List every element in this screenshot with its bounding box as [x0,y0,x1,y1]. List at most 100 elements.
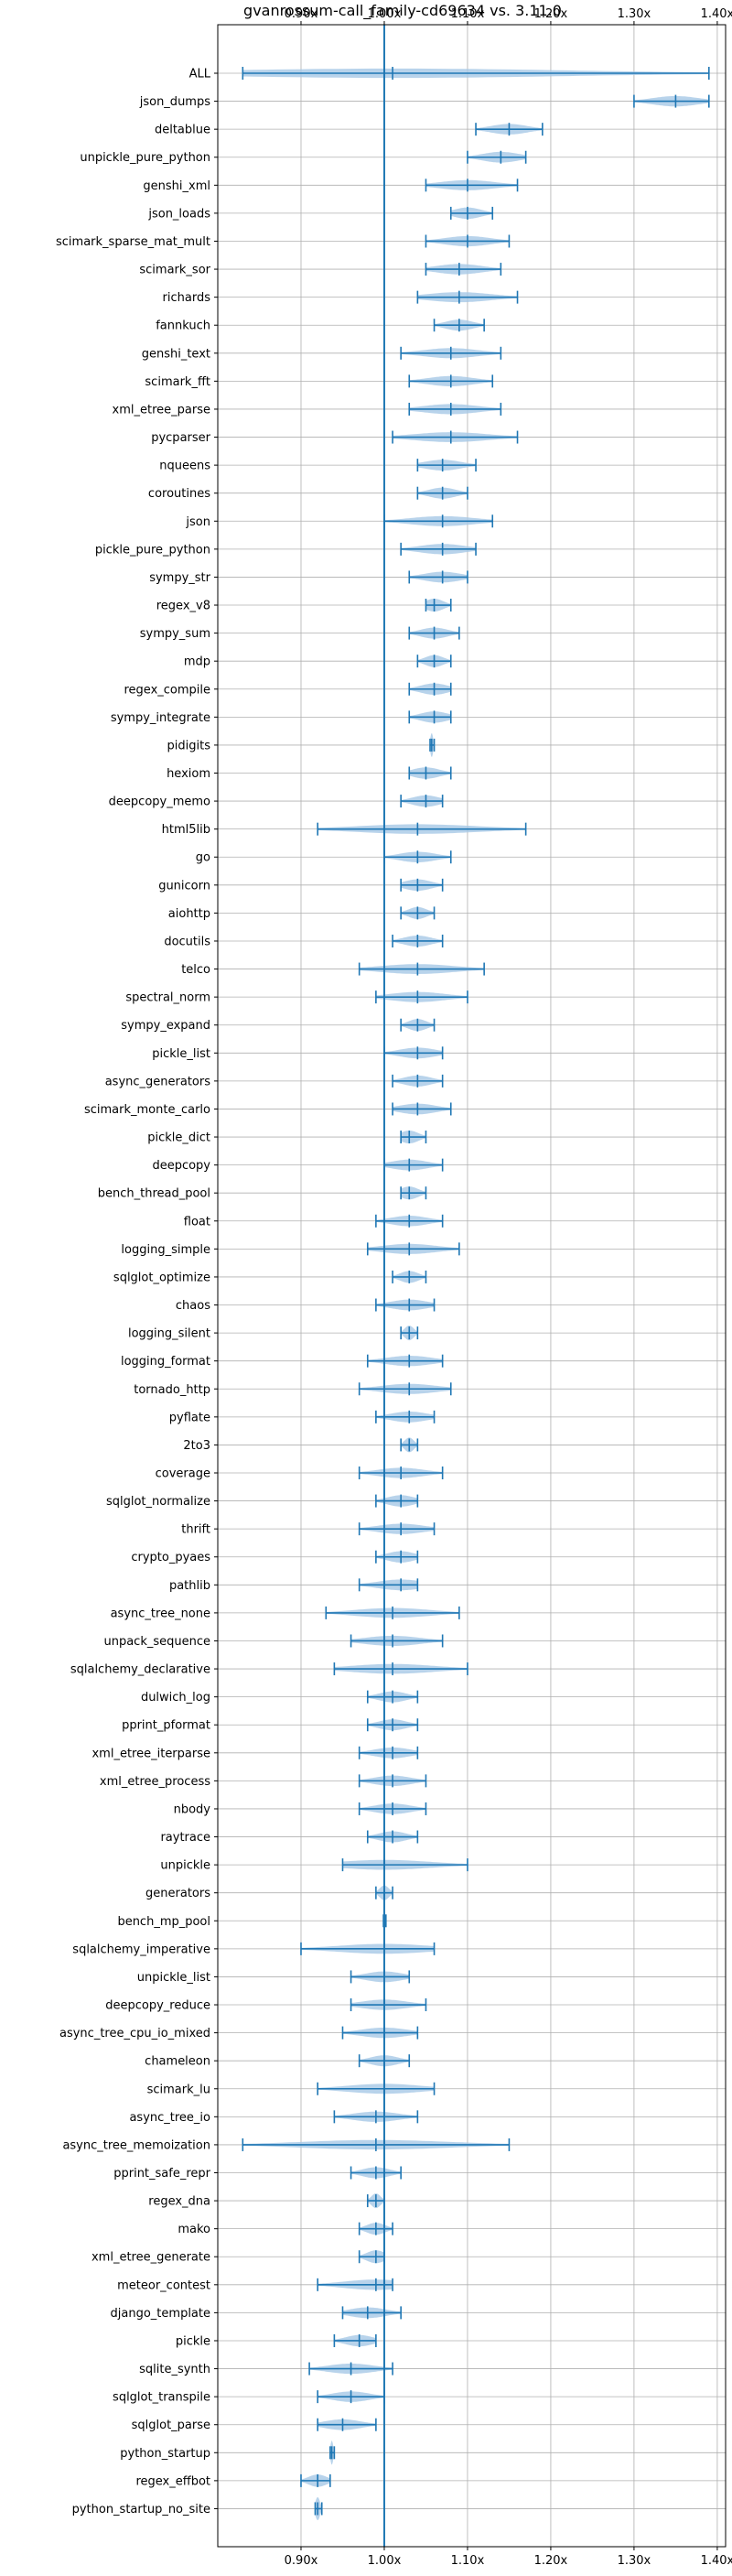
x-tick-label-top: 1.00x [368,7,402,21]
category-label: hexiom [167,767,210,781]
category-label: unpack_sequence [103,1635,210,1649]
category-label: scimark_lu [147,2083,210,2096]
category-label: coverage [156,1467,210,1481]
category-label: xml_etree_generate [92,2251,210,2265]
category-label: chameleon [145,2055,210,2069]
category-label: json_loads [147,207,210,221]
category-label: raytrace [160,1831,210,1845]
category-label: pickle_pure_python [95,543,210,557]
category-label: genshi_text [142,347,210,361]
category-label: html5lib [162,823,210,837]
category-label: sympy_sum [140,627,210,641]
category-label: nqueens [159,460,210,473]
category-label: meteor_contest [117,2278,210,2292]
category-label: coroutines [148,487,210,501]
category-label: pickle_dict [147,1131,210,1145]
category-label: telco [181,963,210,977]
category-label: richards [163,291,211,305]
category-label: 2to3 [183,1439,210,1453]
category-label: xml_etree_process [100,1775,210,1789]
category-label: docutils [164,935,210,948]
category-label: sympy_expand [121,1019,210,1033]
category-label: async_tree_none [111,1607,210,1620]
category-label: async_generators [105,1075,211,1088]
category-label: sqlite_synth [139,2363,210,2376]
category-label: pycparser [151,431,210,445]
category-label: nbody [174,1802,211,1816]
category-label: crypto_pyaes [131,1551,210,1564]
category-label: xml_etree_parse [113,403,210,417]
category-label: sympy_integrate [111,711,210,725]
category-label: sqlglot_normalize [106,1495,210,1509]
category-label: aiohttp [168,907,210,921]
category-label: float [184,1215,210,1228]
category-label: pickle_list [152,1047,210,1061]
category-label: pathlib [169,1579,210,1593]
x-tick-label-bottom: 1.10x [451,2554,485,2568]
category-label: python_startup [120,2447,210,2461]
category-label: thrift [181,1523,210,1537]
category-label: json_dumps [139,95,210,109]
x-tick-label-top: 1.40x [701,7,732,21]
x-tick-label-bottom: 1.30x [618,2554,651,2568]
category-label: dulwich_log [141,1691,210,1705]
category-label: genshi_xml [143,179,210,193]
category-label: unpickle_pure_python [80,151,210,165]
category-label: python_startup_no_site [72,2503,210,2516]
category-label: unpickle_list [137,1971,210,1985]
category-label: xml_etree_iterparse [92,1747,210,1760]
category-label: chaos [176,1299,210,1313]
category-label: spectral_norm [125,991,210,1005]
category-label: gunicorn [158,879,210,893]
x-tick-label-bottom: 1.00x [368,2554,402,2568]
category-label: generators [145,1887,210,1900]
category-label: pickle [176,2334,210,2348]
x-tick-label-top: 1.30x [618,7,651,21]
x-tick-label-top: 1.20x [534,7,568,21]
category-label: bench_thread_pool [98,1187,210,1201]
category-label: scimark_sparse_mat_mult [56,235,210,249]
category-label: async_tree_io [129,2111,210,2125]
category-label: ALL [189,68,211,81]
category-label: regex_v8 [156,600,210,613]
category-label: deepcopy [152,1159,210,1173]
category-label: sqlalchemy_declarative [70,1663,210,1677]
x-tick-label-bottom: 1.40x [701,2554,732,2568]
category-label: go [196,851,210,865]
category-label: pidigits [167,739,211,752]
category-label: regex_dna [148,2195,210,2209]
category-label: pyflate [169,1411,210,1424]
plot-frame [217,24,727,2548]
category-labels: ALL json_dumps deltablue unpickle_pure_pyth… [56,68,211,2516]
category-label: tornado_http [134,1383,210,1397]
category-label: scimark_sor [139,264,210,277]
x-axis-ticks: 0.90x 0.90x 1.00x 1.00x 1.10x 1.10x 1.20x 1.20x… [214,7,732,2568]
category-label: deepcopy_memo [109,796,210,809]
category-label: mako [178,2223,210,2236]
category-label: mdp [184,655,210,669]
violins [242,67,710,2520]
category-label: logging_format [121,1355,210,1369]
category-label: regex_compile [124,683,210,697]
x-tick-label-top: 0.90x [285,7,318,21]
x-tick-label-bottom: 1.20x [534,2554,568,2568]
category-label: scimark_monte_carlo [84,1103,210,1117]
category-label: sqlglot_transpile [113,2391,210,2405]
category-label: scimark_fft [145,375,210,389]
category-label: logging_simple [121,1243,210,1257]
category-label: json [185,515,210,529]
chart-title: gvanrossum-call_family-cd69634 vs. 3.11.… [243,2,562,20]
category-label: async_tree_cpu_io_mixed [59,2027,210,2040]
category-label: sympy_str [149,571,210,585]
category-label: async_tree_memoization [62,2138,210,2152]
category-label: unpickle [160,1859,210,1873]
category-label: django_template [111,2307,210,2321]
category-label: pprint_pformat [122,1719,210,1733]
category-label: regex_effbot [135,2474,210,2488]
category-label: sqlalchemy_imperative [72,1943,210,1956]
category-label: deltablue [155,124,210,137]
category-label: pprint_safe_repr [113,2167,210,2181]
category-label: deepcopy_reduce [105,1999,210,2013]
